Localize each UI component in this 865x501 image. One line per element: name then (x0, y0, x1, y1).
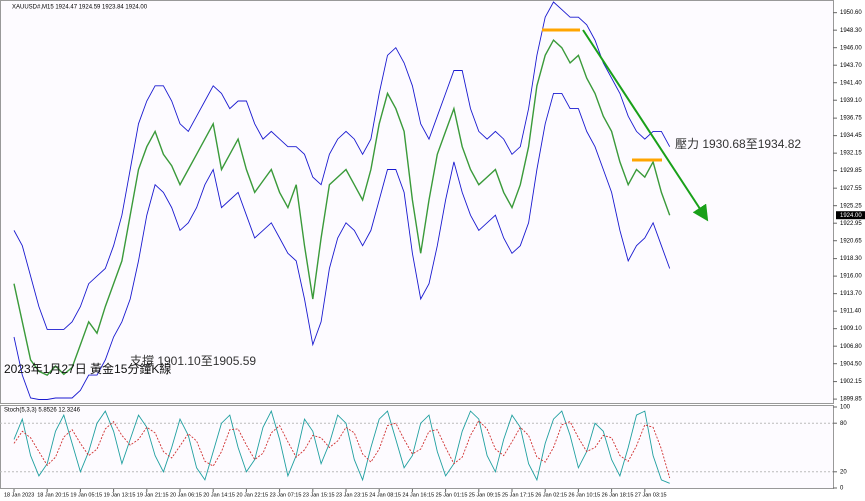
support-label: 支撐 1901.10至1905.59 (130, 354, 256, 368)
x-tick-label: 20 Jan 06:15 (170, 492, 202, 498)
x-tick-label: 26 Jan 10:15 (568, 492, 600, 498)
y-tick-label: 0 (840, 486, 844, 492)
y-tick-label: 1950.60 (840, 10, 862, 16)
y-tick-label: 1904.50 (840, 361, 862, 367)
x-tick-label: 19 Jan 13:15 (104, 492, 136, 498)
y-tick-label: 1918.30 (840, 256, 862, 262)
x-tick-label: 27 Jan 03:15 (635, 492, 667, 498)
y-tick-label: 1922.95 (840, 221, 862, 227)
x-tick-label: 24 Jan 16:15 (402, 492, 434, 498)
y-tick-label: 1916.00 (840, 274, 862, 280)
stoch-panel (0, 405, 834, 489)
x-tick-label: 23 Jan 15:15 (303, 492, 335, 498)
y-tick-label: 1913.70 (840, 291, 862, 297)
x-tick-label: 25 Jan 17:15 (502, 492, 534, 498)
resistance-label: 壓力 1930.68至1934.82 (675, 137, 801, 151)
last-price-label: 1924.00 (840, 213, 862, 219)
x-tick-label: 26 Jan 18:15 (602, 492, 634, 498)
y-tick-label: 1899.85 (840, 397, 862, 403)
y-tick-label: 1936.75 (840, 116, 862, 122)
series-line (13, 409, 670, 484)
y-tick-label: 1934.45 (840, 133, 862, 139)
symbol-info: XAUUSD#,M15 1924.47 1924.59 1923.84 1924… (12, 5, 148, 11)
x-tick-label: 19 Jan 05:15 (70, 492, 102, 498)
x-tick-label: 19 Jan 21:15 (137, 492, 169, 498)
y-tick-label: 1920.65 (840, 238, 862, 244)
series-line (13, 1, 671, 330)
y-tick-label: 100 (840, 405, 851, 411)
series-line (13, 420, 671, 479)
stoch-title: Stoch(5,3,3) 5.8526 12.3246 (4, 408, 81, 414)
series-line (13, 92, 671, 400)
x-tick-label: 18 Jan 20:15 (37, 492, 69, 498)
x-tick-label: 25 Jan 01:15 (436, 492, 468, 498)
y-tick-label: 1929.85 (840, 168, 862, 174)
x-tick-label: 24 Jan 08:15 (369, 492, 401, 498)
x-tick-label: 26 Jan 02:15 (535, 492, 567, 498)
y-tick-label: 1902.15 (840, 379, 862, 385)
x-tick-label: 23 Jan 07:15 (270, 492, 302, 498)
series-line (13, 38, 671, 376)
last-price-box (836, 211, 865, 220)
x-tick-label: 25 Jan 09:15 (469, 492, 501, 498)
trend-arrow (582, 29, 709, 222)
x-tick-label: 18 Jan 2023 (4, 492, 34, 498)
x-tick-label: 23 Jan 23:15 (336, 492, 368, 498)
y-tick-label: 1948.30 (840, 28, 862, 34)
y-tick-label: 1946.00 (840, 45, 862, 51)
y-tick-label: 20 (840, 469, 847, 475)
main-panel (0, 0, 834, 404)
y-tick-label: 1909.10 (840, 326, 862, 332)
y-tick-label: 1932.15 (840, 151, 862, 157)
y-tick-label: 80 (840, 421, 847, 427)
y-tick-label: 1906.80 (840, 344, 862, 350)
x-tick-label: 20 Jan 22:15 (236, 492, 268, 498)
x-tick-label: 20 Jan 14:15 (203, 492, 235, 498)
y-tick-label: 1925.25 (840, 203, 862, 209)
y-tick-label: 1943.70 (840, 63, 862, 69)
y-tick-label: 1927.55 (840, 186, 862, 192)
y-tick-label: 1911.40 (840, 309, 862, 315)
y-tick-label: 1939.10 (840, 98, 862, 104)
y-tick-label: 1941.40 (840, 80, 862, 86)
chart-caption: 2023年1月27日 黃金15分鐘K線 (4, 361, 171, 376)
